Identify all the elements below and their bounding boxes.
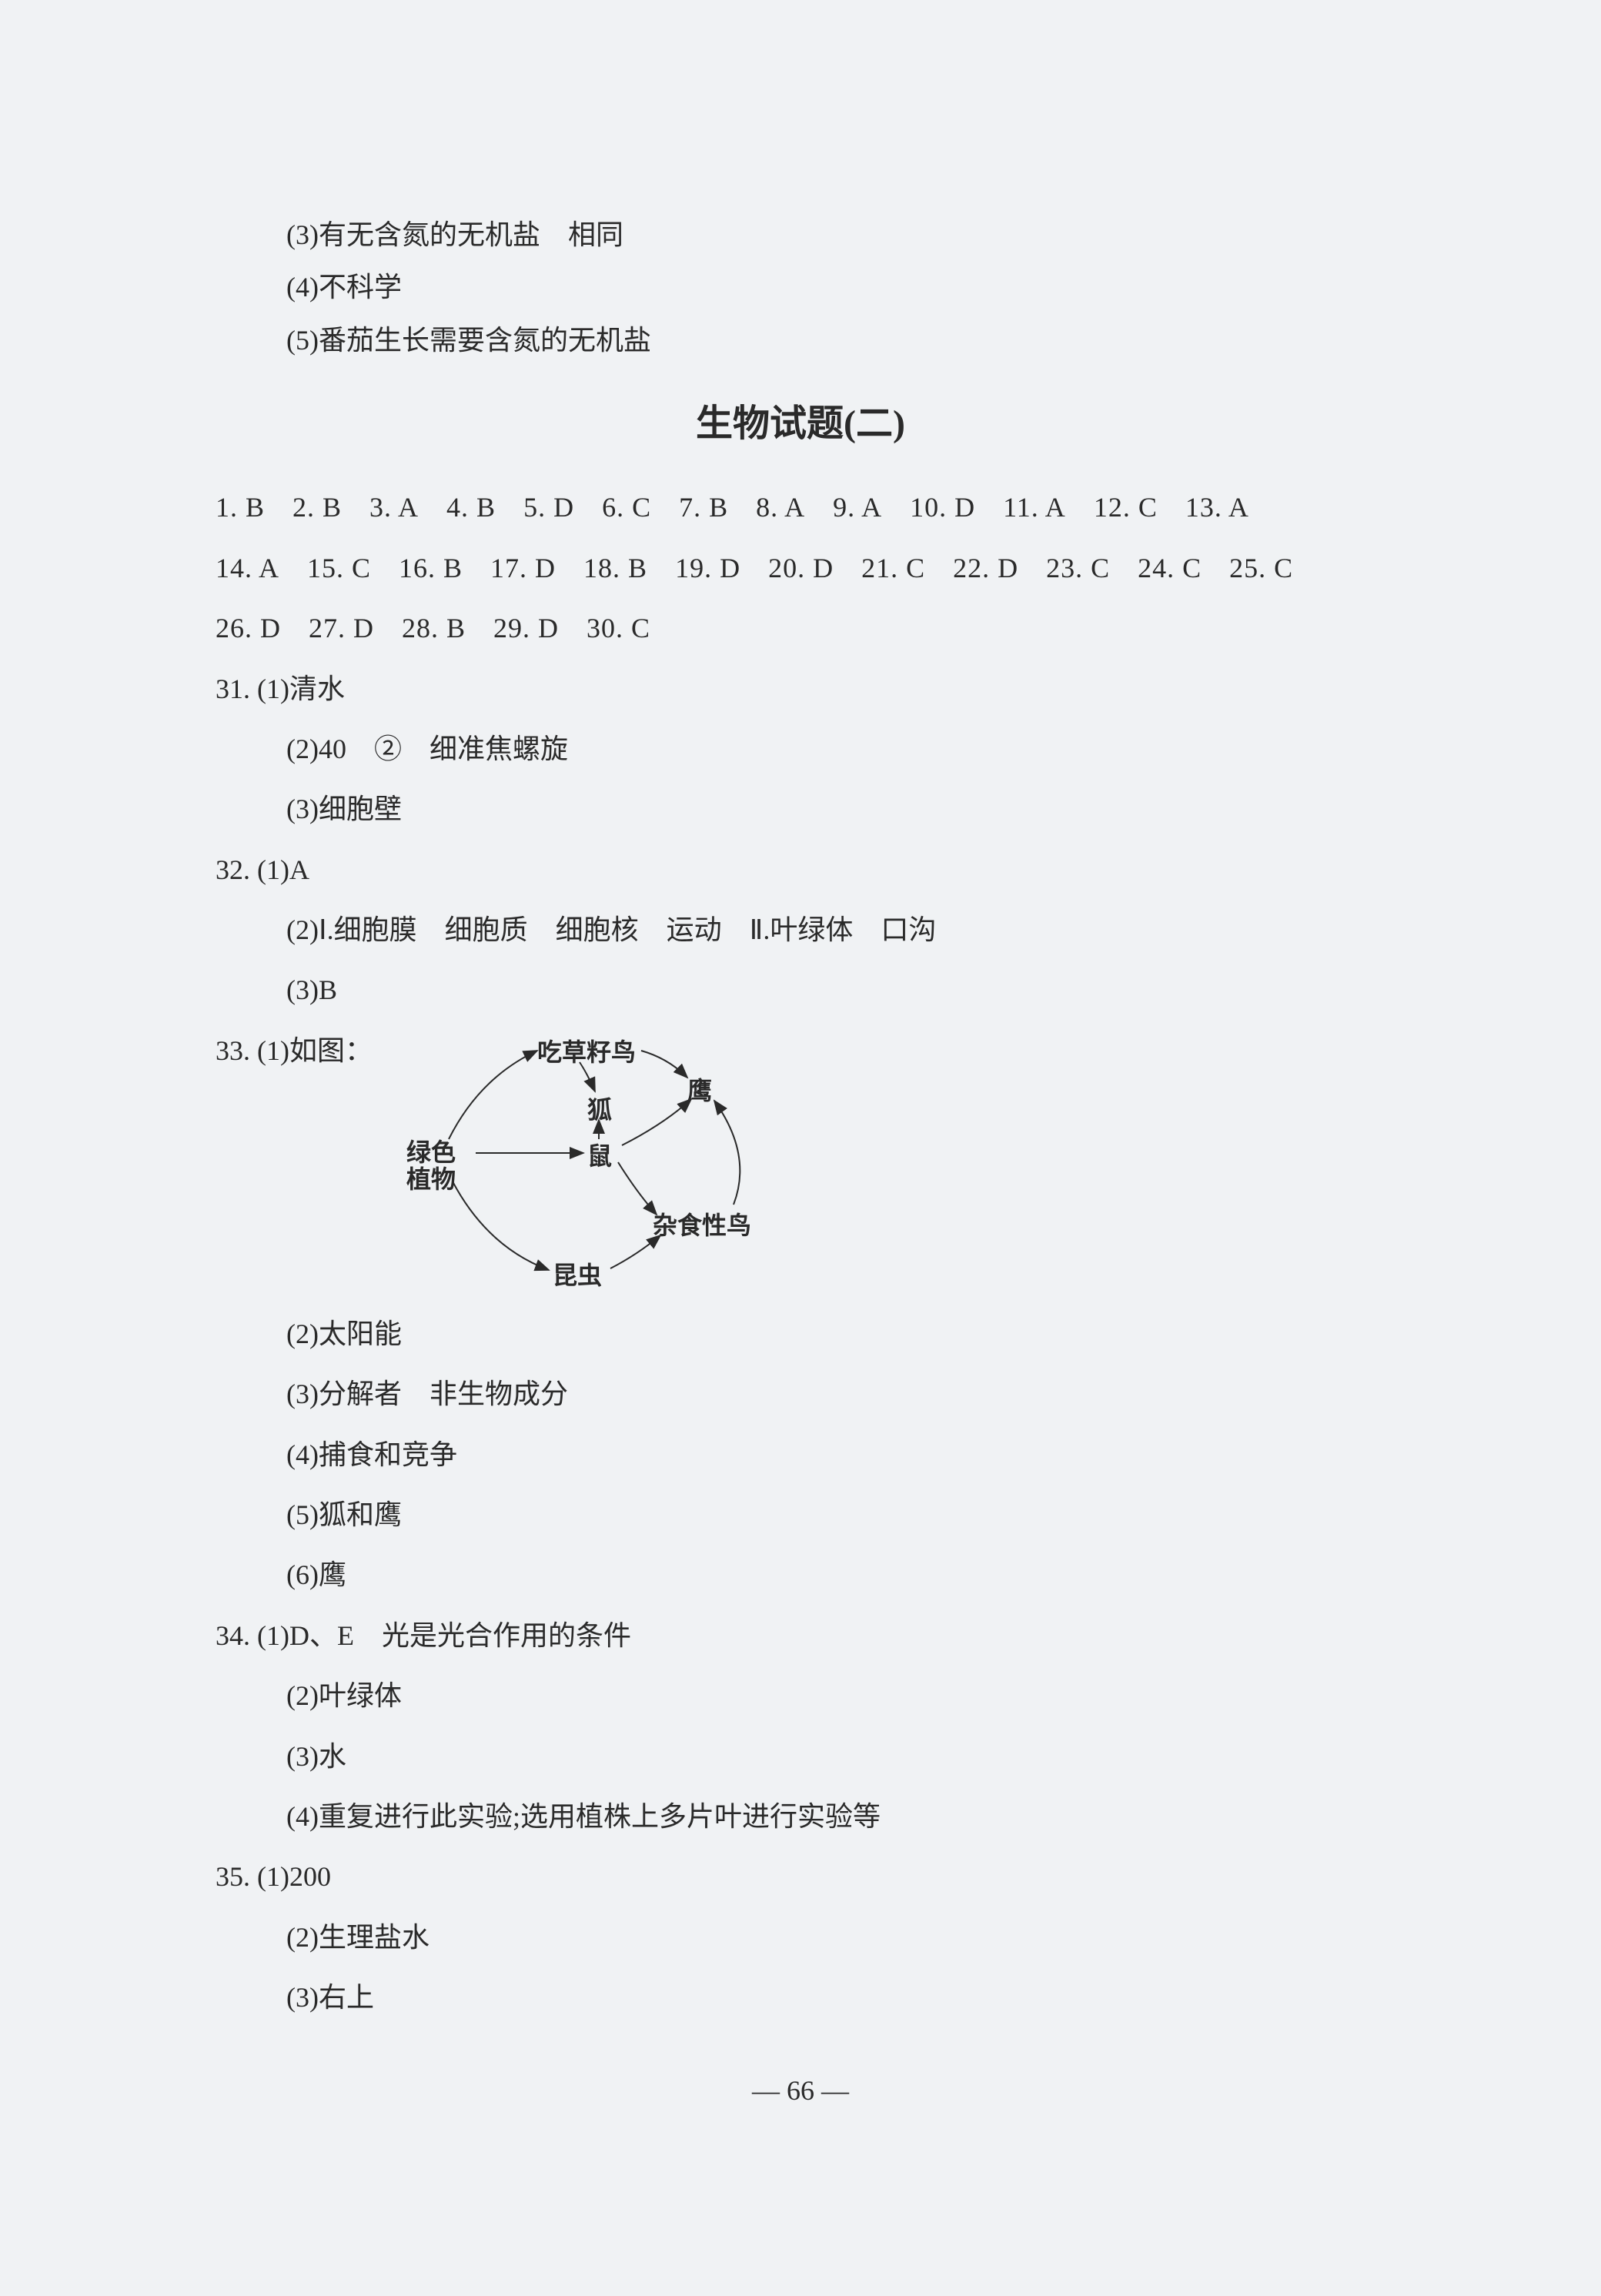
mc-answer-8: 8. A <box>756 488 805 526</box>
mc-answer-27: 27. D <box>309 609 374 647</box>
q35-1: 35. (1)200 <box>216 1857 1385 1896</box>
node-mouse: 鼠 <box>587 1139 612 1174</box>
mc-answer-22: 22. D <box>953 549 1018 587</box>
q31-3: (3)细胞壁 <box>216 790 1385 828</box>
page-number: — 66 — <box>216 2071 1385 2110</box>
mc-answer-24: 24. C <box>1138 549 1202 587</box>
q31-2: (2)40 ② 细准焦螺旋 <box>216 730 1385 768</box>
mc-answer-18: 18. B <box>583 549 647 587</box>
q34-2: (2)叶绿体 <box>216 1676 1385 1715</box>
mc-answer-19: 19. D <box>675 549 740 587</box>
q32-2: (2)Ⅰ.细胞膜 细胞质 细胞核 运动 Ⅱ.叶绿体 口沟 <box>216 911 1385 949</box>
mc-answer-12: 12. C <box>1094 488 1158 526</box>
mc-answer-30: 30. C <box>587 609 650 647</box>
q33-prefix-text: 33. (1)如图： <box>216 1031 373 1070</box>
food-web-diagram: 绿色植物 吃草籽鸟 狐 鼠 鹰 杂食性鸟 昆虫 <box>403 1031 803 1293</box>
mc-answer-14: 14. A <box>216 549 279 587</box>
mc-answer-11: 11. A <box>1003 488 1066 526</box>
mc-answer-4: 4. B <box>446 488 496 526</box>
mc-answer-1: 1. B <box>216 488 265 526</box>
q34-4: (4)重复进行此实验;选用植株上多片叶进行实验等 <box>216 1797 1385 1836</box>
q35-2: (2)生理盐水 <box>216 1918 1385 1957</box>
node-eagle: 鹰 <box>687 1074 712 1108</box>
node-plant: 绿色植物 <box>406 1139 456 1193</box>
q34-1: 34. (1)D、E 光是光合作用的条件 <box>216 1616 1385 1655</box>
mc-answer-6: 6. C <box>602 488 651 526</box>
q34-3: (3)水 <box>216 1737 1385 1776</box>
prev-answer-3: (3)有无含氮的无机盐 相同 <box>216 216 1385 254</box>
mc-answer-21: 21. C <box>861 549 925 587</box>
node-insect: 昆虫 <box>553 1258 602 1293</box>
mc-answer-25: 25. C <box>1229 549 1293 587</box>
q33-1: 33. (1)如图： <box>216 1031 1385 1293</box>
q33-6: (6)鹰 <box>216 1556 1385 1594</box>
q33-2: (2)太阳能 <box>216 1315 1385 1353</box>
mc-answer-7: 7. B <box>679 488 728 526</box>
q35-3: (3)右上 <box>216 1978 1385 2017</box>
q32-1: 32. (1)A <box>216 851 1385 889</box>
mc-answer-16: 16. B <box>399 549 463 587</box>
q33-4: (4)捕食和竞争 <box>216 1435 1385 1474</box>
mc-answer-5: 5. D <box>523 488 574 526</box>
section-title: 生物试题(二) <box>216 398 1385 450</box>
q33-3: (3)分解者 非生物成分 <box>216 1375 1385 1413</box>
mc-answer-29: 29. D <box>493 609 559 647</box>
mc-answer-10: 10. D <box>910 488 975 526</box>
mc-answer-15: 15. C <box>307 549 371 587</box>
node-omni-bird: 杂食性鸟 <box>653 1208 751 1243</box>
mc-answer-26: 26. D <box>216 609 281 647</box>
mc-answer-2: 2. B <box>292 488 342 526</box>
q33-5: (5)狐和鹰 <box>216 1496 1385 1534</box>
node-fox: 狐 <box>587 1093 612 1128</box>
mc-answer-17: 17. D <box>490 549 556 587</box>
q32-3: (3)B <box>216 971 1385 1009</box>
node-seed-bird: 吃草籽鸟 <box>537 1035 636 1070</box>
mc-answer-3: 3. A <box>369 488 419 526</box>
prev-answer-4: (4)不科学 <box>216 268 1385 306</box>
mc-answer-9: 9. A <box>833 488 882 526</box>
mc-answer-23: 23. C <box>1046 549 1110 587</box>
multiple-choice-answers: 1. B 2. B 3. A 4. B 5. D 6. C 7. B 8. A 9. A 10. … <box>216 488 1385 647</box>
mc-answer-28: 28. B <box>402 609 466 647</box>
prev-answer-5: (5)番茄生长需要含氮的无机盐 <box>216 321 1385 359</box>
q31-1: 31. (1)清水 <box>216 670 1385 708</box>
mc-answer-13: 13. A <box>1185 488 1249 526</box>
mc-answer-20: 20. D <box>768 549 834 587</box>
